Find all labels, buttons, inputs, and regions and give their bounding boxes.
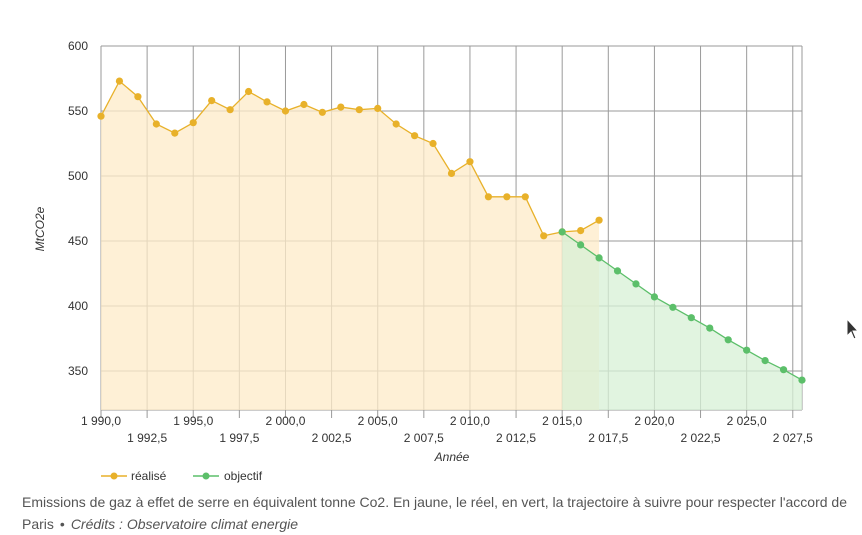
x-tick-label: 2 020,0 (634, 414, 674, 428)
point-realise (281, 107, 290, 115)
x-tick-label: 2 010,0 (450, 414, 490, 428)
x-tick-label: 2 017,5 (588, 431, 628, 445)
legend[interactable]: réalisé objectif (101, 469, 263, 483)
caption-separator: • (59, 516, 65, 532)
x-tick-label: 2 015,0 (542, 414, 582, 428)
point-realise (392, 120, 400, 128)
y-tick-label: 350 (68, 364, 88, 378)
legend-realise-label: réalisé (131, 469, 167, 483)
point-objectif (669, 303, 677, 311)
area-objectif (562, 231, 802, 410)
y-tick-label: 450 (68, 234, 88, 248)
mouse-cursor-icon (846, 318, 860, 340)
point-realise (447, 169, 456, 177)
point-objectif (798, 376, 806, 384)
point-objectif (706, 324, 714, 332)
line-realise (100, 80, 600, 237)
point-realise (355, 106, 363, 114)
point-objectif (632, 280, 640, 288)
point-objectif (613, 267, 622, 275)
point-objectif (595, 254, 603, 262)
area-realise (101, 81, 600, 410)
x-tick-label: 2 025,0 (727, 414, 767, 428)
point-realise (595, 216, 603, 224)
x-tick-label: 2 027,5 (773, 431, 813, 445)
point-realise (97, 112, 105, 120)
point-realise (484, 193, 492, 201)
point-realise (208, 97, 216, 105)
point-realise (577, 227, 585, 235)
point-realise (244, 87, 253, 96)
point-objectif (577, 241, 585, 249)
point-realise (521, 193, 529, 201)
point-objectif (724, 336, 732, 344)
point-objectif (761, 357, 769, 365)
point-realise (411, 132, 419, 140)
x-tick-label: 2 002,5 (312, 431, 352, 445)
point-objectif (558, 228, 566, 236)
axis-ticks: 350 400 450 500 550 600 1 990,0 1 995,0 2 000,0 2… (68, 39, 813, 445)
x-tick-label: 2 007,5 (404, 431, 444, 445)
y-tick-label: 500 (68, 169, 88, 183)
point-realise (540, 232, 548, 240)
legend-objectif-label: objectif (224, 469, 263, 483)
x-tick-label: 2 012,5 (496, 431, 536, 445)
point-realise (134, 93, 142, 101)
point-realise (115, 77, 124, 85)
point-objectif (650, 293, 659, 301)
point-realise (263, 98, 271, 106)
point-realise (374, 104, 382, 112)
chart-caption: Emissions de gaz à effet de serre en équ… (22, 491, 857, 535)
legend-objectif-marker (202, 472, 210, 480)
point-objectif (743, 346, 751, 354)
legend-item-realise[interactable]: réalisé (101, 469, 167, 483)
y-tick-label: 400 (68, 299, 88, 313)
legend-realise-marker (110, 472, 118, 480)
point-realise (152, 120, 160, 128)
point-objectif (687, 314, 695, 322)
x-tick-label: 1 990,0 (81, 414, 121, 428)
x-tick-label: 2 005,0 (358, 414, 398, 428)
x-tick-label: 1 992,5 (127, 431, 167, 445)
series-areas (101, 81, 802, 410)
x-tick-label: 2 022,5 (681, 431, 721, 445)
point-realise (171, 129, 179, 137)
point-realise (226, 106, 234, 114)
point-objectif (779, 366, 788, 374)
point-realise (189, 119, 197, 127)
legend-item-objectif[interactable]: objectif (193, 469, 263, 483)
point-realise (466, 158, 474, 166)
x-tick-label: 1 997,5 (219, 431, 259, 445)
point-realise (318, 108, 326, 116)
point-realise (337, 103, 345, 111)
series-points (97, 77, 806, 384)
y-tick-label: 600 (68, 39, 88, 53)
y-tick-label: 550 (68, 104, 88, 118)
x-axis-title: Année (434, 450, 470, 464)
point-realise (503, 193, 511, 201)
point-realise (429, 139, 437, 148)
x-tick-label: 1 995,0 (173, 414, 213, 428)
caption-credits: Crédits : Observatoire climat energie (70, 516, 299, 532)
caption-text: Emissions de gaz à effet de serre en équ… (22, 494, 847, 532)
x-tick-label: 2 000,0 (265, 414, 305, 428)
y-axis-title: MtCO2e (33, 206, 47, 251)
point-realise (300, 100, 308, 109)
emissions-chart: 350 400 450 500 550 600 1 990,0 1 995,0 2 000,0 2… (33, 39, 813, 483)
